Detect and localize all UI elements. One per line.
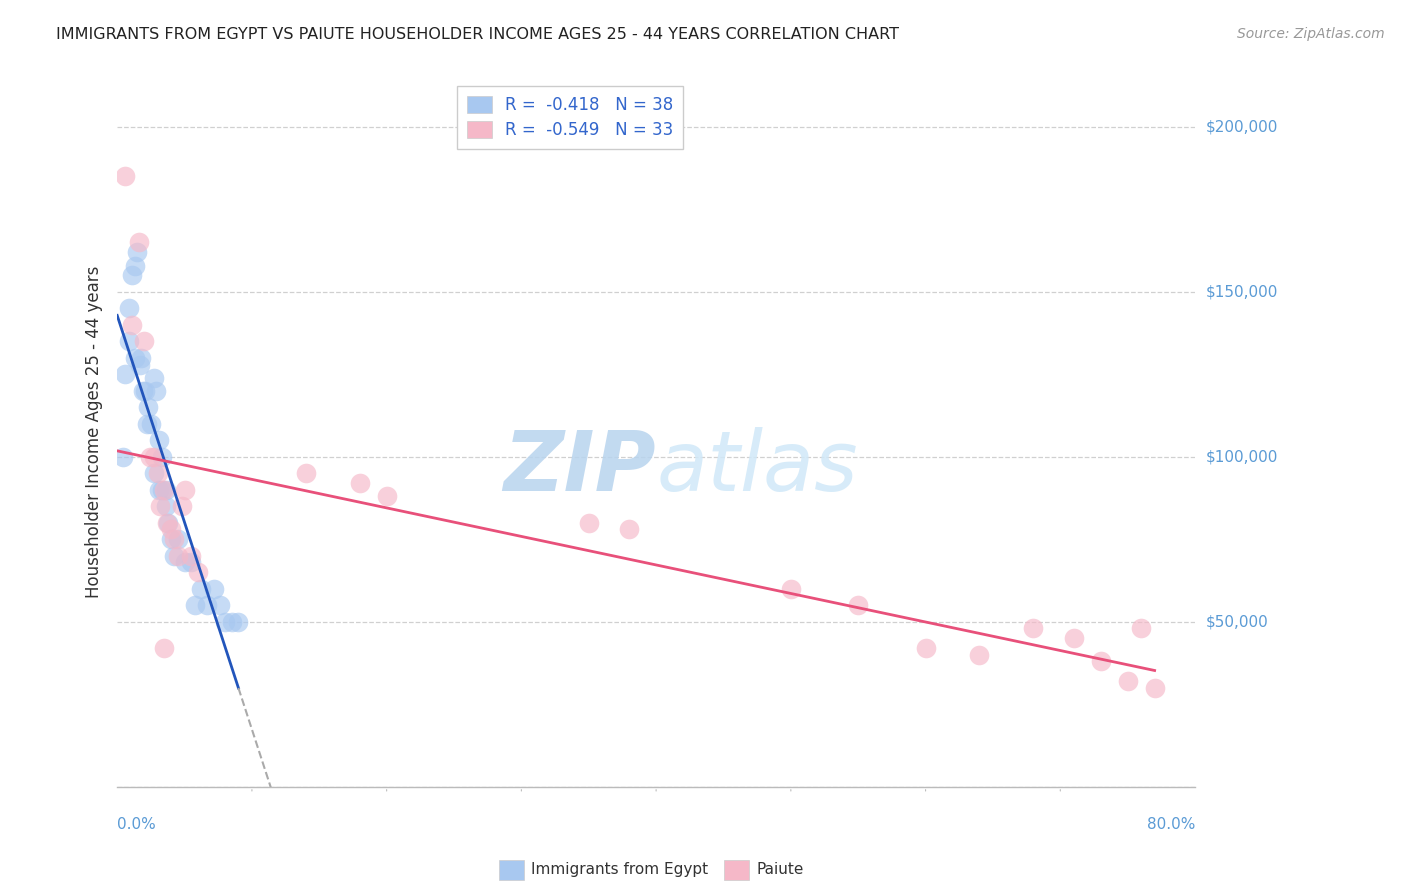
- Point: [138, 450, 160, 464]
- Text: $200,000: $200,000: [1206, 120, 1278, 135]
- Point: [349, 476, 371, 491]
- Text: Immigrants from Egypt: Immigrants from Egypt: [531, 863, 709, 877]
- Point: [1063, 632, 1085, 646]
- Text: IMMIGRANTS FROM EGYPT VS PAIUTE HOUSEHOLDER INCOME AGES 25 - 44 YEARS CORRELATIO: IMMIGRANTS FROM EGYPT VS PAIUTE HOUSEHOL…: [56, 27, 900, 42]
- Point: [114, 368, 136, 382]
- Text: atlas: atlas: [657, 427, 858, 508]
- Point: [153, 641, 176, 656]
- Point: [128, 235, 150, 250]
- Point: [124, 259, 146, 273]
- Point: [111, 450, 134, 464]
- Point: [1116, 674, 1139, 689]
- Point: [146, 467, 169, 481]
- Point: [118, 301, 141, 316]
- Point: [214, 615, 236, 629]
- Point: [155, 483, 177, 497]
- Text: Source: ZipAtlas.com: Source: ZipAtlas.com: [1237, 27, 1385, 41]
- Point: [208, 599, 231, 613]
- Point: [173, 556, 195, 570]
- Point: [969, 648, 991, 662]
- Point: [114, 169, 136, 184]
- Point: [127, 245, 149, 260]
- Point: [295, 467, 318, 481]
- Point: [134, 384, 156, 398]
- Point: [160, 533, 183, 547]
- Point: [170, 500, 193, 514]
- Y-axis label: Householder Income Ages 25 - 44 years: Householder Income Ages 25 - 44 years: [86, 266, 103, 599]
- Point: [221, 615, 243, 629]
- Point: [1143, 681, 1166, 695]
- Point: [846, 599, 869, 613]
- Text: ZIP: ZIP: [503, 427, 657, 508]
- Point: [180, 549, 202, 563]
- Point: [197, 599, 219, 613]
- Point: [166, 549, 188, 563]
- Point: [153, 483, 176, 497]
- Point: [124, 351, 146, 365]
- Point: [190, 582, 212, 596]
- Point: [180, 556, 202, 570]
- Text: 0.0%: 0.0%: [117, 817, 156, 832]
- Point: [1022, 622, 1045, 636]
- Point: [173, 483, 195, 497]
- Point: [135, 417, 157, 431]
- Text: Paiute: Paiute: [756, 863, 804, 877]
- Text: $100,000: $100,000: [1206, 450, 1278, 465]
- Point: [160, 523, 183, 537]
- Point: [129, 358, 152, 372]
- Point: [578, 516, 600, 530]
- Point: [157, 516, 180, 530]
- Point: [184, 599, 207, 613]
- Text: $150,000: $150,000: [1206, 285, 1278, 300]
- Point: [617, 523, 640, 537]
- Point: [155, 500, 177, 514]
- Point: [121, 268, 143, 283]
- Text: $50,000: $50,000: [1206, 615, 1268, 630]
- Point: [166, 533, 188, 547]
- Point: [163, 549, 186, 563]
- Point: [150, 450, 173, 464]
- Legend: R =  -0.418   N = 38, R =  -0.549   N = 33: R = -0.418 N = 38, R = -0.549 N = 33: [457, 86, 683, 149]
- Point: [779, 582, 801, 596]
- Point: [134, 334, 156, 349]
- Point: [163, 533, 186, 547]
- Point: [1130, 622, 1153, 636]
- Point: [914, 641, 936, 656]
- Point: [136, 401, 159, 415]
- Point: [131, 351, 153, 365]
- Point: [156, 516, 179, 530]
- Point: [132, 384, 155, 398]
- Point: [375, 490, 398, 504]
- Point: [149, 500, 172, 514]
- Point: [150, 483, 173, 497]
- Text: 80.0%: 80.0%: [1147, 817, 1195, 832]
- Point: [148, 434, 170, 448]
- Point: [1090, 655, 1112, 669]
- Point: [142, 370, 165, 384]
- Point: [202, 582, 225, 596]
- Point: [228, 615, 250, 629]
- Point: [118, 334, 141, 349]
- Point: [148, 483, 170, 497]
- Point: [121, 318, 143, 332]
- Point: [145, 384, 167, 398]
- Point: [142, 450, 165, 464]
- Point: [187, 566, 209, 580]
- Point: [139, 417, 162, 431]
- Point: [142, 467, 165, 481]
